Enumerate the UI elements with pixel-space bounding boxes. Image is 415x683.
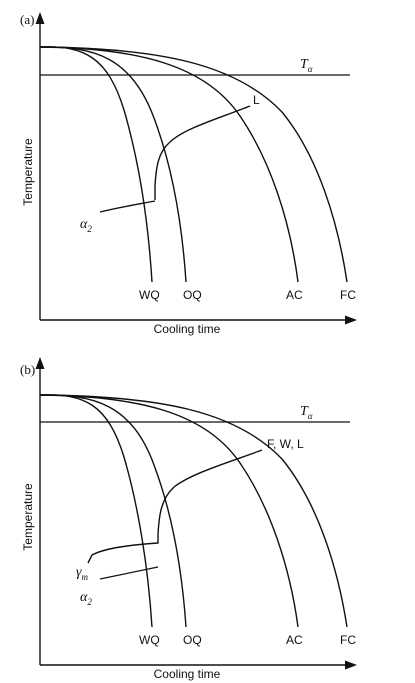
fc-curve (39, 394, 348, 628)
wq-curve (39, 394, 153, 628)
ac-curve (39, 394, 299, 628)
y-axis-arrow (35, 357, 45, 369)
cooling-curves (39, 394, 348, 628)
wq-label: WQ (139, 633, 160, 647)
cooling-curves (39, 46, 348, 283)
oq-curve (39, 394, 187, 628)
x-axis-label: Cooling time (154, 322, 221, 336)
alpha2-leader (99, 566, 159, 580)
ac-curve (39, 46, 299, 283)
fc-label: FC (340, 288, 356, 302)
transformation-label: L (253, 93, 260, 107)
oq-curve (39, 46, 187, 283)
alpha2-label: α2 (80, 217, 92, 234)
gamma-m-label: γm (76, 565, 89, 582)
transformation-line (87, 449, 263, 564)
wq-label: WQ (139, 288, 160, 302)
x-axis-arrow (345, 660, 357, 670)
transformation-label: F, W, L (267, 437, 304, 451)
y-axis-label: Temperature (21, 138, 35, 206)
cooling-diagram-b: (b) Temperature Cooling time Tα WQ OQ AC… (20, 357, 357, 681)
alpha2-leader (99, 200, 156, 213)
wq-curve (39, 46, 153, 283)
y-axis-label: Temperature (21, 483, 35, 551)
oq-label: OQ (183, 288, 202, 302)
fc-curve (39, 46, 348, 283)
x-axis-arrow (345, 315, 357, 325)
y-axis-arrow (35, 12, 45, 24)
threshold-label: Tα (300, 404, 313, 421)
x-axis-label: Cooling time (154, 667, 221, 681)
panel-label: (a) (20, 12, 34, 27)
ac-label: AC (286, 288, 303, 302)
panel-label: (b) (20, 362, 35, 377)
threshold-label: Tα (300, 57, 313, 74)
cooling-diagram-a: (a) Temperature Cooling time Tα WQ OQ AC… (20, 12, 357, 336)
transformation-line (154, 105, 251, 200)
fc-label: FC (340, 633, 356, 647)
alpha2-label: α2 (80, 590, 92, 607)
oq-label: OQ (183, 633, 202, 647)
ac-label: AC (286, 633, 303, 647)
